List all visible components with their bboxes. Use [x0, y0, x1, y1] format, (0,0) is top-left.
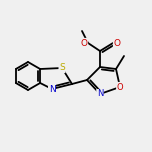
- Text: N: N: [97, 90, 103, 98]
- Text: S: S: [59, 64, 65, 73]
- Text: O: O: [81, 38, 88, 47]
- Text: O: O: [117, 83, 123, 92]
- Text: O: O: [114, 38, 121, 47]
- Text: N: N: [49, 85, 55, 93]
